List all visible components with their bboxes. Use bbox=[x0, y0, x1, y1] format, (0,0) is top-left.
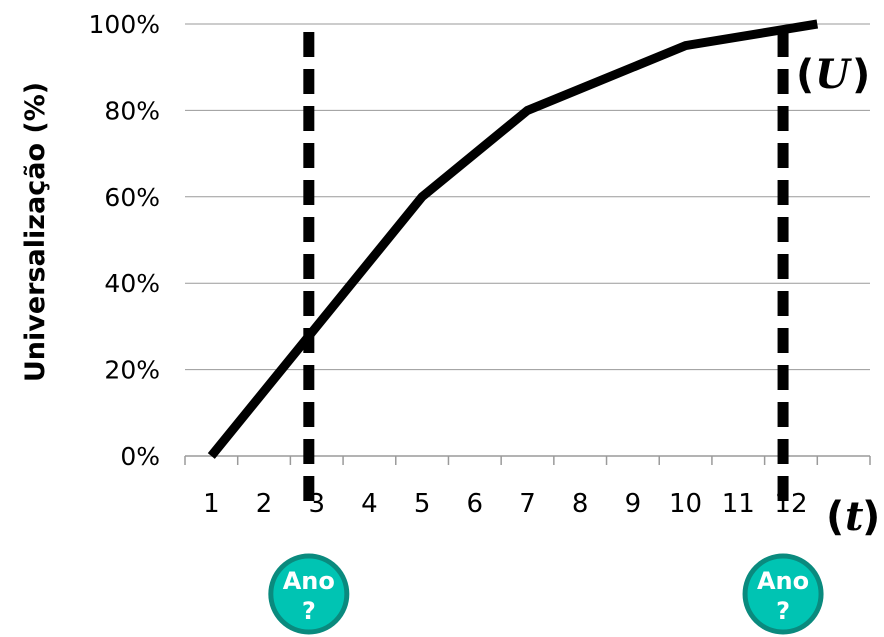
marker-badge-line2: ? bbox=[776, 597, 790, 625]
marker-badge bbox=[268, 553, 350, 635]
svg-text:(: ( bbox=[826, 494, 844, 540]
y-tick-label: 100% bbox=[89, 10, 160, 39]
svg-text:(: ( bbox=[796, 52, 814, 98]
x-variable: t bbox=[845, 493, 864, 540]
marker-badges: Ano?Ano? bbox=[268, 553, 824, 635]
x-tick-label: 11 bbox=[722, 489, 755, 519]
y-tick-label: 80% bbox=[104, 96, 160, 125]
x-tick-label: 6 bbox=[467, 489, 484, 519]
svg-text:): ) bbox=[862, 494, 880, 540]
x-tick-label: 8 bbox=[572, 489, 589, 519]
x-tick-label: 9 bbox=[625, 489, 642, 519]
series-variable-label: ( U ) bbox=[796, 51, 870, 98]
y-axis-label: Universalização (%) bbox=[20, 82, 51, 382]
gridlines bbox=[185, 23, 870, 371]
svg-text:): ) bbox=[852, 52, 870, 98]
x-tick-label: 5 bbox=[414, 489, 431, 519]
series-variable: U bbox=[815, 51, 852, 98]
x-tick-label: 4 bbox=[361, 489, 378, 519]
x-tick-labels: 1 2 3 4 5 6 7 8 9 10 11 12 bbox=[203, 489, 807, 519]
marker-badge-line1: Ano bbox=[283, 567, 335, 595]
x-tick-label: 10 bbox=[669, 489, 702, 519]
y-tick-label: 20% bbox=[104, 356, 160, 385]
marker-badge-line2: ? bbox=[302, 597, 316, 625]
y-tick-label: 0% bbox=[120, 442, 160, 471]
x-tick-label: 2 bbox=[256, 489, 273, 519]
marker-badge bbox=[742, 553, 824, 635]
y-tick-labels: 0% 20% 40% 60% 80% 100% bbox=[89, 10, 160, 471]
y-tick-label: 60% bbox=[104, 183, 160, 212]
x-tick-label: 7 bbox=[519, 489, 536, 519]
marker-badge-line1: Ano bbox=[757, 567, 809, 595]
data-line-layer bbox=[207, 19, 819, 459]
series-line bbox=[207, 19, 819, 459]
x-variable-label: ( t ) bbox=[826, 493, 880, 540]
y-tick-label: 40% bbox=[104, 269, 160, 298]
marker-lines bbox=[303, 32, 789, 512]
x-axis bbox=[184, 455, 871, 465]
x-tick-label: 1 bbox=[203, 489, 220, 519]
